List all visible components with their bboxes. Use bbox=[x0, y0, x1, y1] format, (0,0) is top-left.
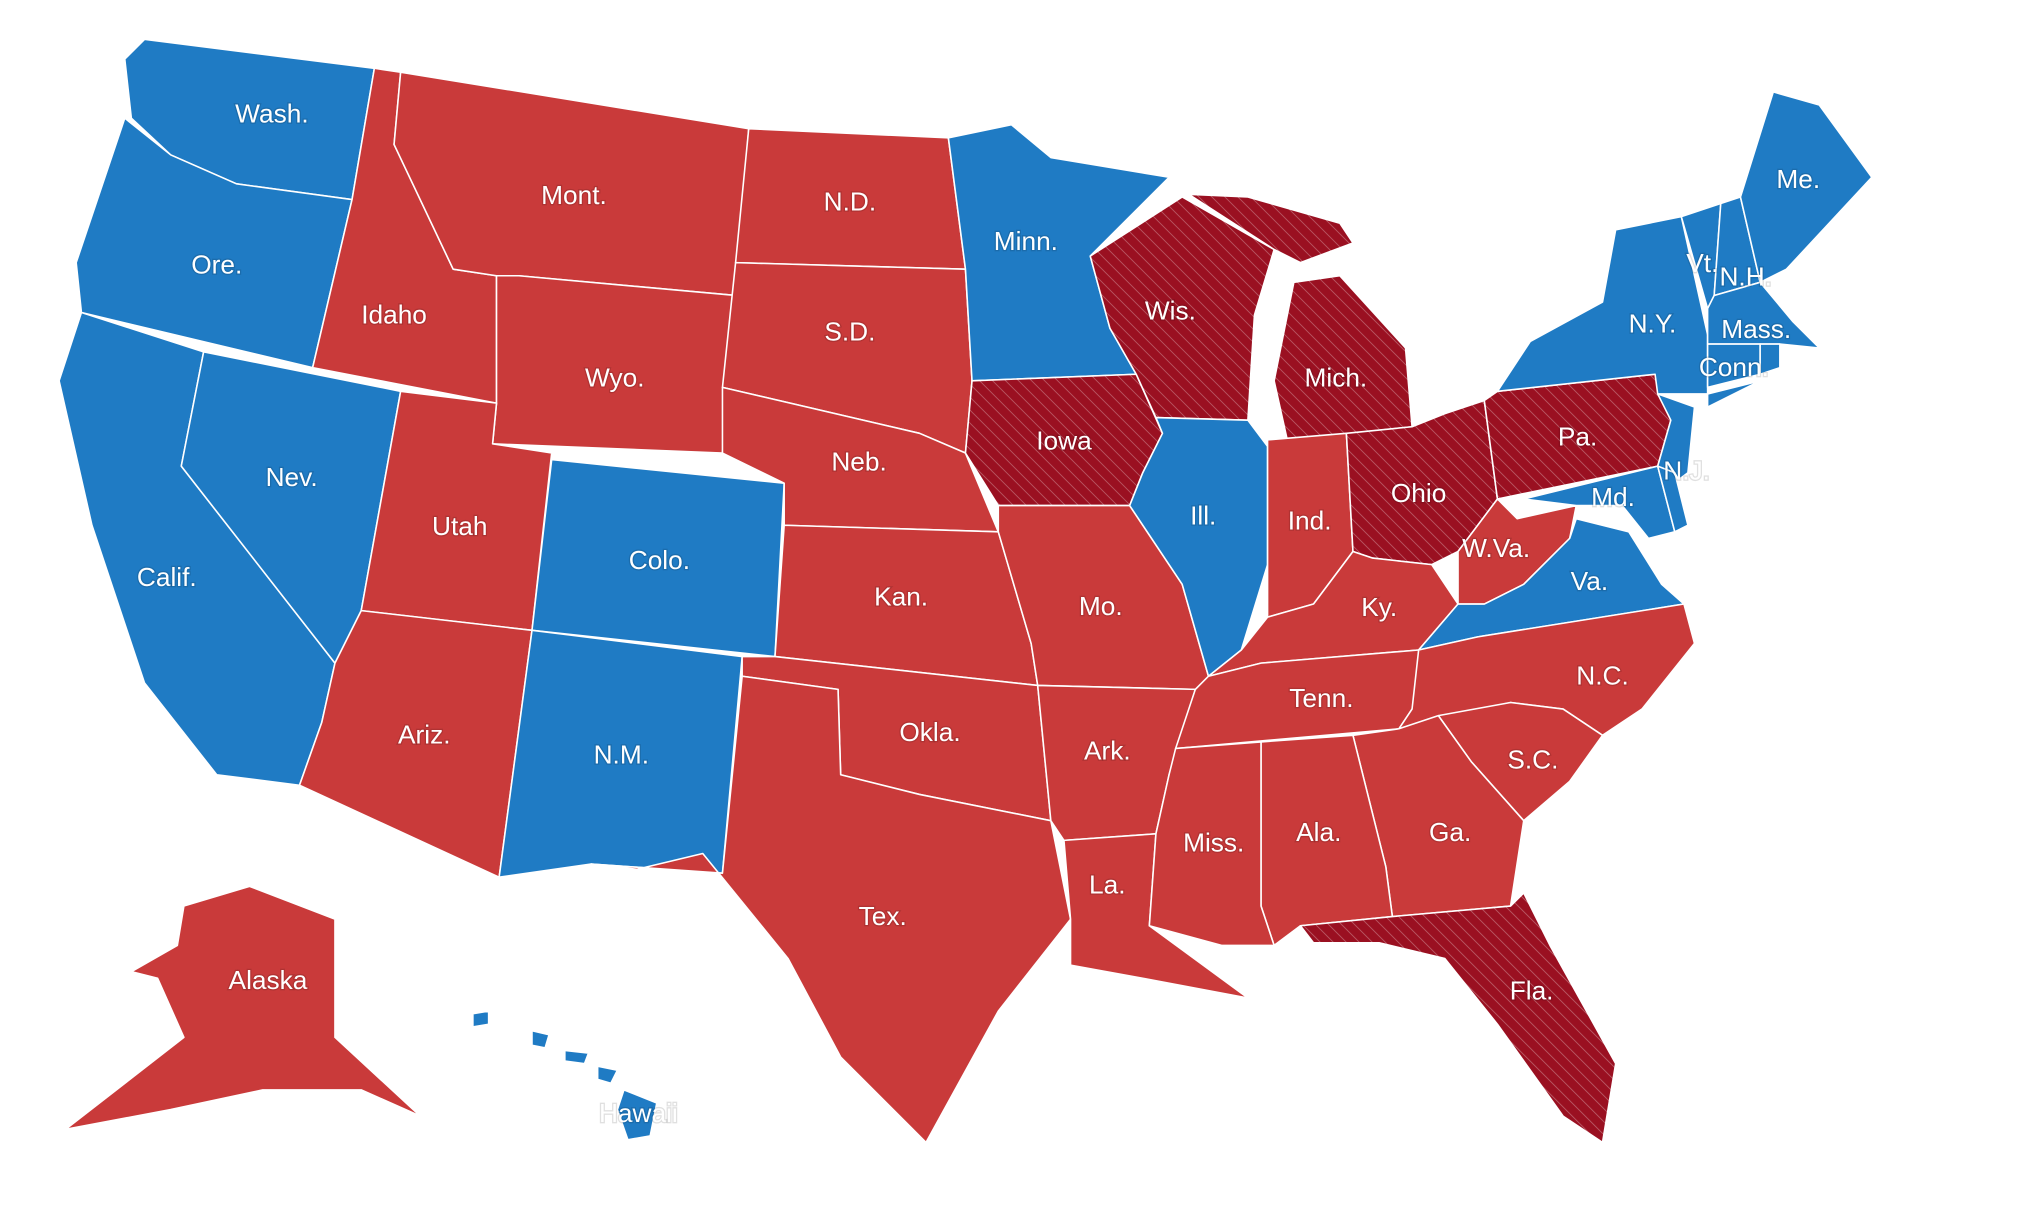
state-label: Alaska bbox=[229, 965, 308, 995]
state-label: Ind. bbox=[1288, 506, 1332, 536]
state-label: Mich. bbox=[1305, 362, 1368, 392]
state bbox=[1148, 741, 1275, 947]
state-hatch bbox=[1188, 194, 1353, 263]
state-label: W.Va. bbox=[1462, 533, 1530, 563]
state bbox=[964, 373, 1164, 507]
state-label: Tex. bbox=[859, 901, 907, 931]
state bbox=[1759, 343, 1781, 376]
state-label: Ala. bbox=[1296, 817, 1341, 847]
state-label: Ariz. bbox=[398, 720, 451, 750]
state-label: Colo. bbox=[629, 545, 690, 575]
state bbox=[1299, 892, 1617, 1144]
state-shape bbox=[531, 1030, 550, 1049]
state bbox=[1656, 465, 1689, 533]
state-label: Hawaii bbox=[599, 1098, 678, 1128]
state-shape bbox=[1759, 343, 1781, 376]
state-shape bbox=[64, 885, 422, 1131]
state-label: Mo. bbox=[1079, 591, 1123, 621]
state-shape bbox=[472, 1010, 490, 1028]
state-label: La. bbox=[1089, 869, 1126, 899]
state-labels: Wash. Ore. Calif. Nev. Idaho Mont. Wyo. Utah Col… bbox=[136, 97, 1822, 1129]
state-hatch bbox=[1274, 275, 1413, 440]
state-label: Ky. bbox=[1361, 592, 1397, 622]
state-label: Okla. bbox=[899, 717, 960, 747]
state-label: Calif. bbox=[137, 562, 197, 592]
states bbox=[58, 38, 1873, 1144]
state-shape bbox=[1706, 380, 1761, 408]
state bbox=[1345, 399, 1499, 566]
state-hatch bbox=[1484, 374, 1671, 499]
state bbox=[590, 675, 1072, 1144]
state-label: S.C. bbox=[1507, 745, 1558, 775]
state-shape bbox=[1656, 465, 1689, 533]
state-label: Pa. bbox=[1558, 422, 1597, 452]
state-hatch bbox=[1300, 892, 1616, 1143]
state-label: Iowa bbox=[1036, 425, 1092, 455]
state-label: Wash. bbox=[235, 98, 308, 128]
state-label: Wyo. bbox=[585, 362, 645, 392]
state-shape bbox=[564, 1049, 590, 1065]
state-shape bbox=[1148, 741, 1275, 947]
state-label: Va. bbox=[1571, 566, 1608, 596]
state-label: Ohio bbox=[1391, 478, 1446, 508]
state-label: N.J. bbox=[1663, 456, 1710, 486]
state bbox=[1483, 373, 1672, 500]
state-label: Utah bbox=[432, 511, 487, 541]
state-label: Idaho bbox=[361, 299, 427, 329]
state-hatch bbox=[1090, 196, 1275, 421]
state-shape bbox=[590, 675, 1072, 1144]
state-label: Vt. bbox=[1686, 248, 1718, 278]
state-label: Wis. bbox=[1145, 295, 1196, 325]
state-label: Neb. bbox=[831, 446, 886, 476]
state-label: Ill. bbox=[1190, 500, 1216, 530]
state-label: N.H. bbox=[1719, 261, 1772, 291]
state-label: Ark. bbox=[1084, 735, 1131, 765]
state-label: N.C. bbox=[1576, 661, 1629, 691]
state-label: Ga. bbox=[1429, 817, 1471, 847]
state bbox=[472, 1010, 658, 1141]
state-label: Conn. bbox=[1699, 352, 1769, 382]
state-label: Fla. bbox=[1510, 976, 1554, 1006]
state bbox=[1187, 193, 1413, 441]
state-label: Ore. bbox=[191, 250, 242, 280]
state-label: Minn. bbox=[994, 226, 1058, 256]
state-shape bbox=[616, 1089, 658, 1141]
state-label: Me. bbox=[1776, 164, 1820, 194]
state-label: Kan. bbox=[874, 582, 928, 612]
state-label: N.M. bbox=[594, 739, 649, 769]
state-label: Mont. bbox=[541, 180, 607, 210]
state-shape bbox=[596, 1065, 619, 1085]
state-label: S.D. bbox=[824, 316, 875, 346]
state bbox=[1496, 215, 1761, 408]
state-label: Mass. bbox=[1721, 314, 1791, 344]
state-label: Miss. bbox=[1183, 827, 1244, 857]
state-label: N.D. bbox=[824, 186, 877, 216]
state-label: Tenn. bbox=[1289, 683, 1353, 713]
state bbox=[64, 885, 422, 1131]
state bbox=[1089, 196, 1275, 421]
state-shape bbox=[1496, 215, 1709, 395]
state-hatch bbox=[965, 374, 1163, 506]
state-label: Md. bbox=[1591, 482, 1635, 512]
state-hatch bbox=[1346, 400, 1498, 565]
state-label: Nev. bbox=[266, 462, 318, 492]
state-label: N.Y. bbox=[1629, 309, 1677, 339]
